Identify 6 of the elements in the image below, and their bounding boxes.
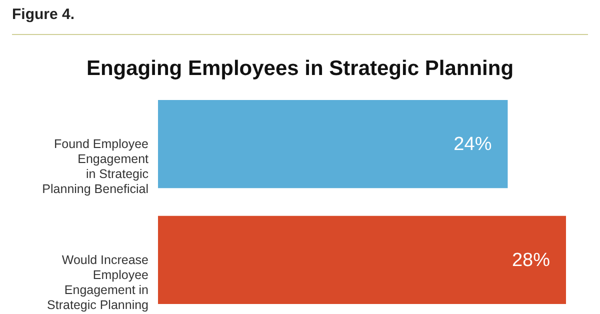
data-label: 24% — [454, 134, 492, 156]
y-tick-label: Would Increase Employee Engagement in Strategic Planning — [47, 252, 149, 312]
y-tick-label: Found Employee Engagement in Strategic Planning Beneficial — [42, 137, 150, 196]
data-label: 28% — [512, 250, 550, 271]
chart-title: Engaging Employees in Strategic Planning — [85, 57, 515, 81]
caption: Figure 4. — [12, 6, 75, 23]
